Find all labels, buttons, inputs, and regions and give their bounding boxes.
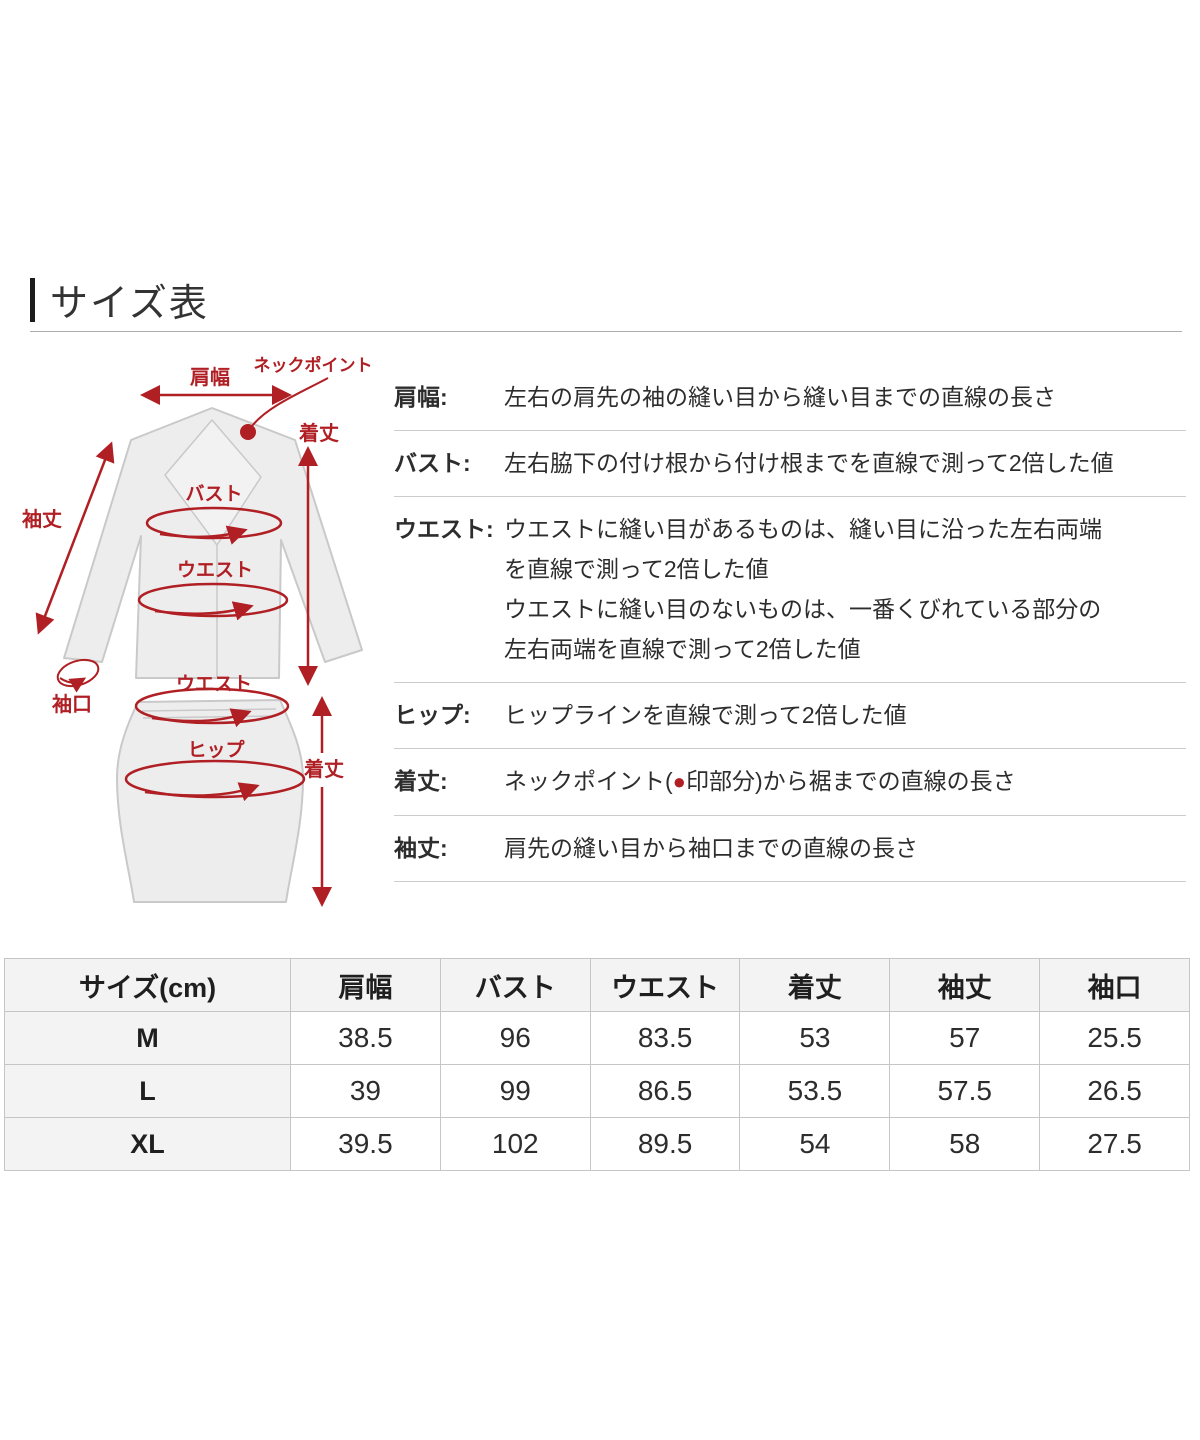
definition-row-sleeve-length: 袖丈: 肩先の縫い目から袖口までの直線の長さ: [394, 816, 1186, 882]
page-title: サイズ表: [50, 283, 209, 325]
skirt-waist-ellipse: [134, 687, 290, 725]
definition-term: ウエスト:: [394, 516, 494, 542]
definition-desc: ウエストに縫い目があるものは、縫い目に沿った左右両端 を直線で測って2倍した値 …: [504, 509, 1186, 669]
definition-term: 袖丈:: [394, 835, 448, 861]
cuff-arrow: [59, 677, 87, 693]
value-cell: 57: [889, 1011, 1041, 1065]
measurement-diagram: 肩幅 ネックポイント 着丈 袖丈 バスト ウエスト 袖口: [21, 355, 373, 907]
size-cell: XL: [4, 1117, 291, 1171]
col-header-length: 着丈: [739, 958, 891, 1012]
bust-arrow: [159, 525, 248, 545]
label-skirt-length: 着丈: [304, 757, 344, 781]
label-cuff: 袖口: [51, 693, 92, 716]
size-cell: L: [4, 1064, 291, 1118]
definition-desc-line: 左右両端を直線で測って2倍した値: [504, 636, 861, 662]
definition-desc: 肩先の縫い目から袖口までの直線の長さ: [504, 835, 918, 861]
col-header-size: サイズ(cm): [4, 958, 291, 1012]
title-divider: [30, 331, 1182, 332]
size-table-row-m: M 38.5 96 83.5 53 57 25.5: [4, 1011, 1190, 1065]
col-header-shoulder: 肩幅: [290, 958, 441, 1012]
value-cell: 83.5: [589, 1011, 741, 1065]
size-table: サイズ(cm) 肩幅 バスト ウエスト 着丈 袖丈 袖口 M 38.5 96 8…: [4, 958, 1190, 1171]
jacket-waist-arrow: [154, 601, 254, 621]
value-cell: 26.5: [1039, 1064, 1190, 1118]
jacket-waist-ellipse: [137, 582, 289, 618]
hip-arrow: [144, 782, 260, 802]
measurement-annotations: 肩幅 ネックポイント 着丈 袖丈 バスト ウエスト 袖口: [21, 355, 373, 907]
definition-term: ヒップ:: [394, 702, 471, 728]
definition-row-shoulder-width: 肩幅: 左右の肩先の袖の縫い目から縫い目までの直線の長さ: [394, 365, 1186, 431]
definition-desc-line: ウエストに縫い目のないものは、一番くびれている部分の: [504, 596, 1102, 622]
definition-desc-line: を直線で測って2倍した値: [504, 556, 769, 582]
definition-row-length: 着丈: ネックポイント(●印部分)から裾までの直線の長さ: [394, 749, 1186, 816]
neck-point-leader-line: [251, 377, 329, 427]
neck-point-dot: [240, 424, 256, 440]
bust-ellipse: [145, 506, 283, 540]
label-neck-point: ネックポイント: [254, 355, 373, 375]
col-header-bust: バスト: [439, 958, 591, 1012]
size-table-row-xl: XL 39.5 102 89.5 54 58 27.5: [4, 1117, 1190, 1171]
value-cell: 27.5: [1039, 1117, 1190, 1171]
title-accent-bar: [30, 277, 35, 322]
value-cell: 53.5: [739, 1064, 891, 1118]
definition-desc: ネックポイント(●印部分)から裾までの直線の長さ: [504, 761, 1186, 802]
definition-desc: 左右脇下の付け根から付け根までを直線で測って2倍した値: [504, 450, 1114, 476]
value-cell: 54: [739, 1117, 891, 1171]
value-cell: 39: [290, 1064, 441, 1118]
label-bust: バスト: [185, 483, 242, 505]
label-jacket-length: 着丈: [299, 421, 339, 445]
label-skirt-waist: ウエスト: [176, 673, 252, 695]
value-cell: 86.5: [589, 1064, 741, 1118]
col-header-waist: ウエスト: [589, 958, 741, 1012]
definition-row-hip: ヒップ: ヒップラインを直線で測って2倍した値: [394, 683, 1186, 749]
definition-term: 肩幅:: [394, 384, 448, 410]
label-sleeve-length: 袖丈: [21, 508, 62, 531]
sleeve-length-arrow: [35, 441, 115, 635]
label-shoulder-width: 肩幅: [190, 366, 230, 389]
label-hip: ヒップ: [187, 738, 245, 761]
size-cell: M: [4, 1011, 291, 1065]
skirt-waistband: [141, 708, 277, 719]
definition-desc: ヒップラインを直線で測って2倍した値: [504, 702, 907, 728]
value-cell: 38.5: [290, 1011, 441, 1065]
label-jacket-waist: ウエスト: [177, 559, 253, 581]
size-table-header-row: サイズ(cm) 肩幅 バスト ウエスト 着丈 袖丈 袖口: [4, 958, 1190, 1012]
section-title-block: サイズ表: [30, 272, 209, 327]
col-header-sleeve-length: 袖丈: [889, 958, 1041, 1012]
hip-ellipse: [124, 759, 306, 799]
garment-illustration: [63, 407, 363, 903]
skirt-outline: [116, 699, 304, 903]
skirt-waist-arrow: [151, 708, 252, 728]
value-cell: 102: [439, 1117, 591, 1171]
definition-desc: 左右の肩先の袖の縫い目から縫い目までの直線の長さ: [504, 384, 1056, 410]
definition-row-waist: ウエスト: ウエストに縫い目があるものは、縫い目に沿った左右両端 を直線で測って…: [394, 497, 1186, 683]
value-cell: 57.5: [889, 1064, 1041, 1118]
definition-desc-text: ネックポイント(: [504, 768, 673, 794]
value-cell: 99: [439, 1064, 591, 1118]
col-header-cuff: 袖口: [1039, 958, 1190, 1012]
value-cell: 53: [739, 1011, 891, 1065]
value-cell: 39.5: [290, 1117, 441, 1171]
definition-term: 着丈:: [394, 768, 448, 794]
value-cell: 25.5: [1039, 1011, 1190, 1065]
definition-desc-text: 印部分)から裾までの直線の長さ: [685, 768, 1016, 794]
definition-desc-line: ウエストに縫い目があるものは、縫い目に沿った左右両端: [504, 516, 1102, 542]
neck-point-dot-glyph: ●: [672, 769, 686, 794]
measurement-definitions: 肩幅: 左右の肩先の袖の縫い目から縫い目までの直線の長さ バスト: 左右脇下の付…: [394, 365, 1186, 882]
definition-row-bust: バスト: 左右脇下の付け根から付け根までを直線で測って2倍した値: [394, 431, 1186, 497]
value-cell: 96: [439, 1011, 591, 1065]
value-cell: 89.5: [589, 1117, 741, 1171]
definition-term: バスト:: [394, 450, 471, 476]
size-table-row-l: L 39 99 86.5 53.5 57.5 26.5: [4, 1064, 1190, 1118]
value-cell: 58: [889, 1117, 1041, 1171]
